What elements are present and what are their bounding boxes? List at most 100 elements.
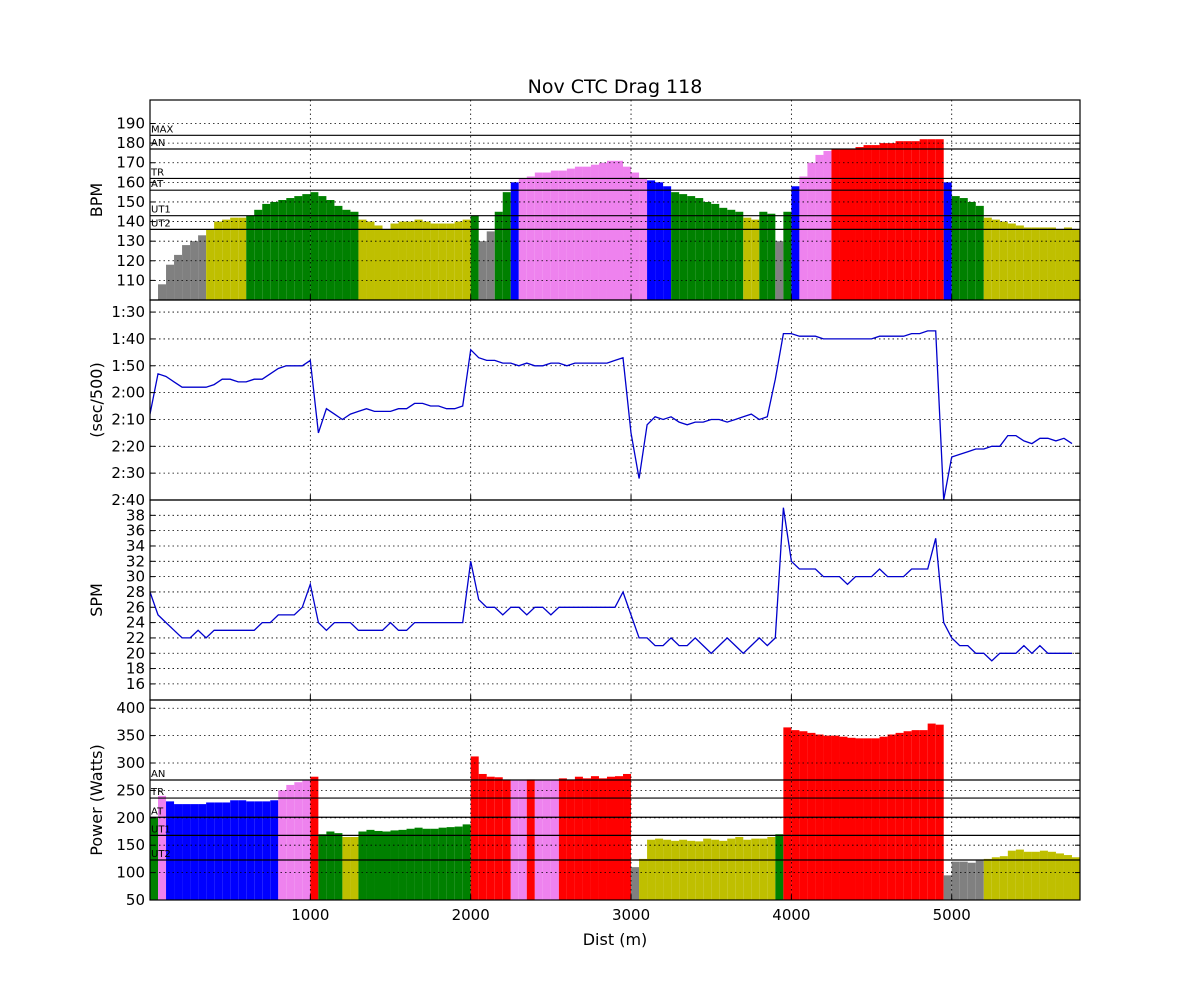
- bar: [775, 241, 784, 300]
- bar: [302, 780, 311, 900]
- bar: [502, 192, 511, 300]
- bar: [374, 225, 383, 300]
- bar: [310, 192, 319, 300]
- bar: [550, 170, 559, 300]
- zone-label: UT1: [151, 205, 171, 216]
- zone-label: AN: [151, 138, 165, 149]
- bar: [262, 801, 271, 900]
- axes-frame: [149, 699, 1081, 901]
- bar: [198, 235, 207, 300]
- bar: [807, 732, 816, 900]
- bar: [1031, 227, 1040, 300]
- bar: [230, 217, 239, 300]
- bar: [663, 186, 672, 300]
- zone-label: AT: [151, 179, 164, 190]
- bar: [719, 840, 728, 900]
- bar: [518, 178, 527, 300]
- bar: [743, 839, 752, 900]
- bar: [999, 856, 1008, 900]
- bar: [903, 731, 912, 900]
- bar: [1015, 849, 1024, 900]
- bar: [238, 217, 247, 300]
- bar: [326, 831, 335, 900]
- y-tick-label: 300: [116, 754, 145, 772]
- bar: [174, 804, 183, 900]
- bar: [590, 776, 599, 900]
- bar: [943, 875, 952, 900]
- bar: [278, 200, 287, 300]
- y-tick-label: 26: [126, 598, 145, 616]
- bar: [735, 836, 744, 900]
- bar: [382, 831, 391, 900]
- bar: [294, 782, 303, 900]
- bar: [751, 219, 760, 300]
- bar: [510, 780, 519, 900]
- x-tick-label: 3000: [612, 906, 650, 924]
- bar: [703, 838, 712, 900]
- bar: [382, 229, 391, 300]
- bar: [294, 196, 303, 300]
- bar: [270, 800, 279, 900]
- y-tick-label: 16: [126, 675, 145, 693]
- bar: [871, 738, 880, 900]
- bar: [855, 738, 864, 900]
- bar: [911, 730, 920, 900]
- y-tick-label: 18: [126, 660, 145, 678]
- bar: [927, 723, 936, 900]
- bar: [606, 160, 615, 300]
- y-tick-label: 22: [126, 629, 145, 647]
- y-tick-label: 400: [116, 699, 145, 717]
- y-tick-label: 100: [116, 864, 145, 882]
- bar: [174, 254, 183, 300]
- bar: [1039, 227, 1048, 300]
- bar: [222, 219, 231, 300]
- bar: [799, 731, 808, 900]
- bar: [679, 839, 688, 900]
- bar: [743, 217, 752, 300]
- bar: [847, 149, 856, 300]
- y-tick-label: 160: [116, 173, 145, 191]
- y-tick-label: 250: [116, 781, 145, 799]
- bar: [470, 756, 479, 900]
- bar: [302, 194, 311, 300]
- bar: [735, 211, 744, 300]
- bar: [310, 776, 319, 900]
- bar: [799, 176, 808, 300]
- bar: [919, 139, 928, 300]
- bar: [206, 229, 215, 300]
- bar: [262, 203, 271, 300]
- bar: [558, 170, 567, 300]
- bar: [366, 829, 375, 900]
- bar: [342, 209, 351, 300]
- bar: [1023, 851, 1032, 900]
- bar: [166, 264, 175, 300]
- bar: [1063, 855, 1072, 900]
- x-tick-label: 2000: [452, 906, 490, 924]
- bar: [927, 139, 936, 300]
- bar: [334, 833, 343, 900]
- zone-label: MAX: [151, 124, 173, 135]
- bar: [703, 201, 712, 300]
- bar: [895, 732, 904, 900]
- y-tick-label: 36: [126, 522, 145, 540]
- bar: [214, 802, 223, 900]
- bar: [647, 839, 656, 900]
- bar: [687, 196, 696, 300]
- y-tick-label: 34: [126, 537, 145, 555]
- bar: [150, 817, 159, 900]
- bar: [358, 219, 367, 300]
- bar: [590, 164, 599, 300]
- chart-title: Nov CTC Drag 118: [528, 76, 703, 98]
- bar: [326, 200, 335, 300]
- bar: [959, 198, 968, 300]
- bar: [478, 241, 487, 300]
- y-tick-label: 110: [116, 271, 145, 289]
- bar: [1063, 227, 1072, 300]
- bar: [687, 840, 696, 900]
- bar: [1047, 851, 1056, 900]
- bar: [366, 221, 375, 300]
- bar: [975, 205, 984, 300]
- bar: [238, 800, 247, 900]
- bar: [695, 198, 704, 300]
- bar: [983, 217, 992, 300]
